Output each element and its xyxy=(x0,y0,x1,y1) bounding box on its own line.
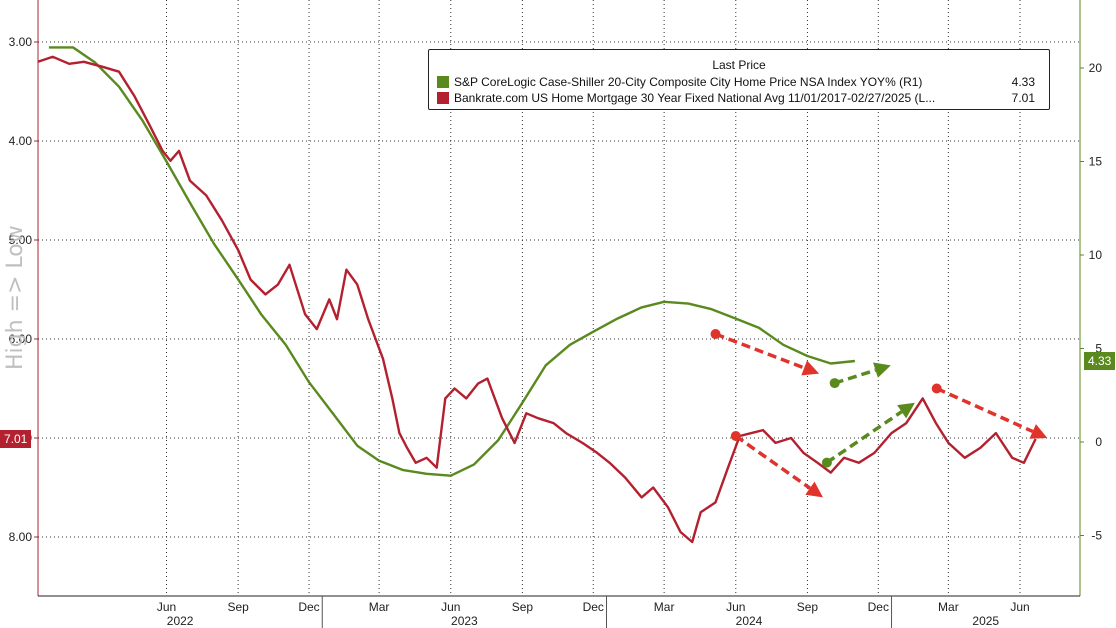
annotation-arrow-start-dot xyxy=(931,383,942,394)
legend-label: Bankrate.com US Home Mortgage 30 Year Fi… xyxy=(454,91,936,105)
legend: Last Price S&P CoreLogic Case-Shiller 20… xyxy=(428,49,1050,110)
legend-swatch-red xyxy=(437,92,449,104)
annotation-arrow-head xyxy=(1029,424,1048,439)
right-tick-label: -5 xyxy=(1091,529,1102,543)
x-tick-label: Jun xyxy=(441,600,460,614)
series-line-case-shiller xyxy=(48,46,856,477)
x-tick-label: Jun xyxy=(726,600,745,614)
legend-title: Last Price xyxy=(712,58,766,72)
x-tick-label: Mar xyxy=(938,600,959,614)
right-tick-label: 5 xyxy=(1095,342,1102,356)
right-tick-label: 15 xyxy=(1089,155,1103,169)
year-label: 2023 xyxy=(451,614,478,628)
annotation-arrow-start-dot xyxy=(821,457,832,468)
annotation-arrow-shaft xyxy=(714,332,805,370)
legend-item-mortgage-rate: Bankrate.com US Home Mortgage 30 Year Fi… xyxy=(437,90,1041,106)
annotation-arrow-head xyxy=(805,481,824,498)
x-tick-label: Sep xyxy=(512,600,534,614)
annotation-arrow-head xyxy=(873,362,891,378)
right-tick-label: 0 xyxy=(1095,435,1102,449)
left-tick-label: 3.00 xyxy=(9,35,33,49)
annotation-arrow-shaft xyxy=(834,368,877,385)
annotation-arrow-shaft xyxy=(825,410,903,465)
annotation-arrow-start-dot xyxy=(710,329,721,340)
x-tick-label: Sep xyxy=(227,600,249,614)
last-value-tag-left: 7.01 xyxy=(0,430,32,448)
annotation-arrow-head xyxy=(897,402,915,419)
legend-value: 7.01 xyxy=(1011,91,1035,105)
x-tick-label: Jun xyxy=(157,600,176,614)
annotation-arrow-start-dot xyxy=(829,378,840,389)
year-label: 2025 xyxy=(972,614,999,628)
year-label: 2024 xyxy=(736,614,763,628)
x-tick-label: Dec xyxy=(868,600,889,614)
left-tick-label: 5.00 xyxy=(9,233,33,247)
x-tick-label: Jun xyxy=(1010,600,1029,614)
vertical-axis-note: High => Low xyxy=(3,225,28,371)
series-line-mortgage-rate xyxy=(37,55,1037,544)
x-tick-label: Mar xyxy=(369,600,390,614)
x-tick-label: Dec xyxy=(583,600,604,614)
annotation-arrow-head xyxy=(801,360,820,376)
legend-value: 4.33 xyxy=(1011,75,1035,89)
annotation-arrow-shaft xyxy=(935,386,1034,434)
last-value-tag-right: 4.33 xyxy=(1084,352,1116,370)
legend-item-case-shiller: S&P CoreLogic Case-Shiller 20-City Compo… xyxy=(437,74,1041,90)
x-tick-label: Dec xyxy=(298,600,319,614)
left-tick-label: 4.00 xyxy=(9,134,33,148)
left-tick-label: 8.00 xyxy=(9,530,33,544)
annotation-arrow-start-dot xyxy=(730,431,741,442)
x-tick-label: Sep xyxy=(797,600,819,614)
annotation-arrow-shaft xyxy=(734,434,811,490)
year-label: 2022 xyxy=(167,614,194,628)
left-tick-label: 6.00 xyxy=(9,332,33,346)
legend-label: S&P CoreLogic Case-Shiller 20-City Compo… xyxy=(454,75,923,89)
right-tick-label: 20 xyxy=(1089,61,1103,75)
right-tick-label: 10 xyxy=(1089,248,1103,262)
legend-swatch-green xyxy=(437,76,449,88)
x-tick-label: Mar xyxy=(654,600,675,614)
